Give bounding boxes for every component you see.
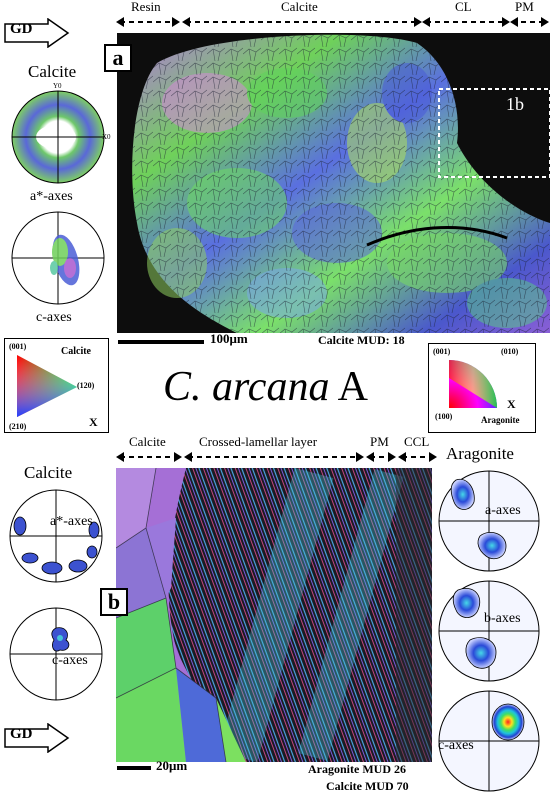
top-header-arrows [116,17,549,27]
header-resin: Resin [131,0,161,14]
pf-label-a-axes-aragonite: a-axes [485,503,521,518]
pole-title-calcite-top: Calcite [28,62,77,81]
header-ccl: CCL [404,434,430,449]
bottom-header-arrows [116,452,437,462]
calcite-c-axes-pole-figure [11,211,105,305]
calcite-mud-top: Calcite MUD: 18 [318,333,405,347]
pole-axis-x0: X0 [102,133,111,141]
pf-label-a-axes-top: a*-axes [30,189,73,204]
pole-axis-y0: Y0 [53,82,62,90]
panel-label-a: a [104,44,132,72]
header-calcite-bottom: Calcite [129,434,166,449]
key-aragonite-001: (001) [433,347,451,356]
header-pm-bottom: PM [370,434,389,449]
key-calcite-120: (120) [77,381,95,390]
header-calcite-top: Calcite [281,0,318,14]
gd-arrow-icon [4,18,70,48]
pf-label-b-axes-aragonite: b-axes [484,611,521,626]
key-aragonite-x: X [507,397,516,411]
scale-label-100um: 100μm [210,331,248,346]
calcite-color-key-icon [17,355,77,417]
key-aragonite-010: (010) [501,347,519,356]
key-calcite-title: Calcite [61,346,91,357]
key-calcite-x: X [89,415,98,429]
pf-label-c-axes-top: c-axes [36,310,72,325]
header-crossed-lamellar: Crossed-lamellar layer [199,434,318,449]
calcite-ipf-key: (001) Calcite (120) (210) X [4,338,109,433]
pf-label-c-axes-bottom: c-axes [52,653,88,668]
aragonite-a-axes-contour-figure [438,470,540,572]
title-species: C. arcana [163,364,330,410]
calcite-orientation-map [132,34,550,333]
panel-label-b: b [100,588,128,616]
key-aragonite-100: (100) [435,412,453,421]
header-pm-top: PM [515,0,534,14]
aragonite-ipf-key: (001) (010) (100) X Aragonite [428,343,536,433]
inset-label-1b: 1b [506,94,524,114]
ebsd-map-a [117,33,550,333]
scale-bar-100um [118,340,204,344]
gd-label-top: GD [10,21,33,37]
scale-bar-20um [117,766,151,770]
calcite-c-axes-contour-figure [9,607,103,701]
aragonite-mud: Aragonite MUD 26 [308,762,406,776]
calcite-mud-bottom: Calcite MUD 70 [326,779,409,793]
aragonite-c-axes-contour-figure [438,690,540,792]
key-calcite-001: (001) [9,342,27,351]
calcite-a-axes-pole-figure [11,90,105,184]
pole-title-aragonite: Aragonite [446,444,514,463]
title-suffix: A [337,364,368,410]
aragonite-b-axes-contour-figure [438,580,540,682]
ebsd-map-b [116,468,432,762]
pf-label-c-axes-aragonite: c-axes [438,738,474,753]
aragonite-orientation-map [116,468,432,762]
scale-label-20um: 20μm [156,758,188,773]
calcite-a-axes-contour-figure [9,489,103,583]
aragonite-color-key-icon [449,360,497,408]
key-calcite-210: (210) [9,422,27,431]
header-cl: CL [455,0,472,14]
pf-label-a-axes-bottom: a*-axes [50,514,93,529]
gd-label-bottom: GD [10,726,33,742]
figure-title: C. arcana A [163,363,368,411]
pole-title-calcite-bottom: Calcite [24,463,73,482]
gd-arrow-icon-bottom [4,723,70,753]
key-aragonite-title: Aragonite [481,415,520,425]
